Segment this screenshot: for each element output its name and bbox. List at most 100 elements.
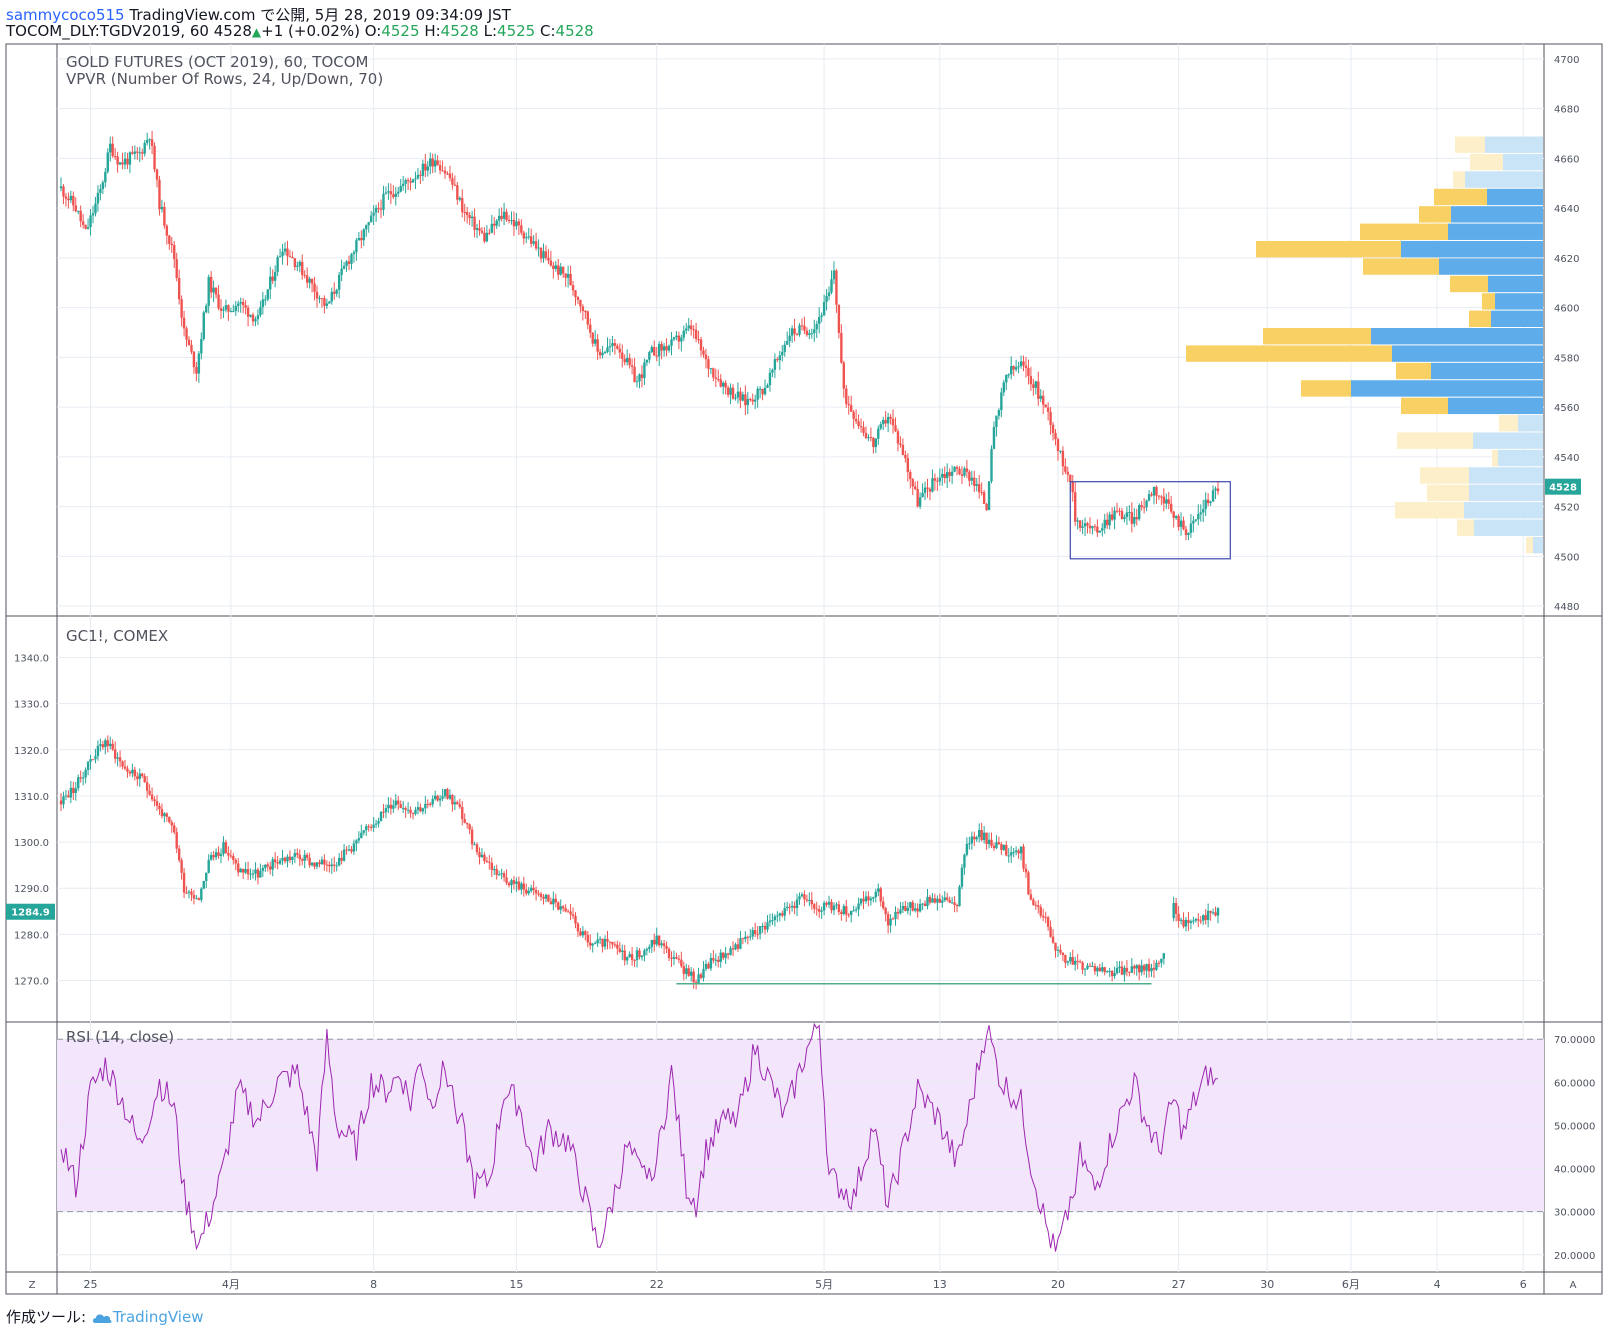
tocom-candle: [1037, 381, 1040, 399]
comex-candle: [813, 904, 816, 909]
comex-candle: [990, 839, 993, 846]
tocom-candle: [532, 241, 535, 244]
tocom-candle: [350, 254, 353, 264]
vpvr-down-bar: [1263, 328, 1371, 345]
vpvr-up-bar: [1495, 293, 1543, 310]
comex-candle: [269, 866, 272, 870]
comex-candle: [783, 908, 786, 916]
tocom-candle: [414, 178, 417, 180]
tocom-candle: [1108, 514, 1111, 526]
tocom-candle: [478, 228, 481, 231]
tocom-candle: [529, 236, 533, 244]
tocom-candle: [1091, 526, 1094, 529]
chart-area[interactable]: 25 4月 8 15 22 5月 13 20 27 30 6月 4 6 Z A 4480 4500 4520 454…: [0, 0, 1603, 1300]
comex-candle: [982, 832, 986, 841]
username-link[interactable]: sammycoco515: [6, 6, 125, 24]
comex-candle: [603, 938, 607, 947]
comex-candle: [143, 776, 146, 783]
tocom-candle: [741, 394, 745, 401]
time-axis-right-button: A: [1570, 1280, 1577, 1291]
comex-candle: [702, 969, 705, 978]
tocom-candle: [209, 276, 213, 293]
y-tick-label: 20.0000: [1554, 1251, 1595, 1262]
tocom-candle: [525, 237, 528, 239]
comex-candle: [621, 950, 624, 952]
comex-candle: [1093, 966, 1097, 972]
tocom-candle: [596, 339, 599, 352]
comex-candle: [1074, 960, 1077, 965]
comex-candle: [136, 776, 139, 780]
tocom-candle: [625, 357, 629, 363]
comex-candle: [409, 809, 412, 814]
comex-candle: [606, 938, 609, 942]
comex-candle: [648, 946, 651, 949]
comex-candle: [1110, 970, 1114, 977]
tocom-candle: [337, 274, 341, 290]
tocom-candle: [682, 330, 686, 338]
tocom-candle: [269, 276, 272, 290]
tocom-candle: [739, 391, 742, 401]
comex-candle: [433, 795, 437, 800]
comex-candle: [94, 756, 97, 760]
tocom-candle: [187, 339, 191, 345]
comex-candle: [1125, 967, 1129, 972]
tocom-candle: [249, 314, 252, 317]
comex-candle: [510, 880, 513, 886]
tocom-candle: [367, 222, 370, 226]
tocom-candle: [591, 332, 594, 344]
comex-candle: [1184, 919, 1188, 927]
tocom-candle: [554, 265, 557, 269]
comex-candle: [478, 852, 481, 858]
comex-candle: [69, 787, 73, 798]
tocom-candle: [173, 245, 176, 260]
comex-candle: [830, 901, 833, 911]
tocom-candle: [116, 156, 119, 165]
comex-candle: [928, 896, 932, 903]
comex-candle: [461, 807, 464, 819]
tocom-candle: [729, 387, 732, 395]
comex-candle: [766, 922, 769, 930]
tocom-candle: [475, 228, 479, 230]
comex-candle: [278, 860, 282, 864]
tocom-candle: [886, 416, 890, 424]
comex-candle: [638, 950, 641, 958]
comex-candle: [953, 902, 956, 905]
comex-candle: [153, 799, 156, 802]
comex-candle: [549, 901, 553, 905]
tocom-candle: [1017, 366, 1020, 368]
x-tick-label: 25: [84, 1278, 98, 1291]
tocom-candle: [111, 143, 114, 157]
comex-candle: [404, 808, 407, 811]
comex-candle: [515, 881, 518, 884]
comex-candle: [219, 853, 223, 856]
tocom-candle: [827, 292, 831, 296]
comex-candle: [889, 918, 892, 926]
comex-candle: [778, 913, 782, 916]
comex-candle: [298, 854, 301, 860]
tocom-candle: [419, 174, 422, 176]
tocom-candle: [305, 275, 309, 283]
comex-candle: [589, 942, 592, 946]
comex-candle: [712, 958, 715, 961]
comex-candle: [936, 898, 939, 903]
tocom-candle: [997, 410, 1001, 416]
tocom-candle: [150, 139, 154, 146]
y-tick-label: 4520: [1554, 503, 1579, 514]
footer-brand[interactable]: TradingView: [112, 1308, 204, 1326]
comex-candle: [992, 845, 996, 849]
tocom-candle: [803, 325, 806, 331]
comex-candle: [446, 789, 449, 799]
comex-candle: [635, 950, 639, 961]
tocom-candle: [352, 252, 356, 255]
comex-candle: [561, 906, 565, 909]
comex-candle: [633, 959, 636, 961]
comex-candle: [205, 872, 208, 881]
comex-candle: [251, 873, 255, 875]
comex-candle: [926, 896, 929, 907]
tocom-candle: [461, 197, 464, 213]
vpvr-down-bar: [1420, 467, 1469, 484]
comex-candle: [785, 906, 789, 909]
tocom-candle: [1059, 450, 1062, 452]
tocom-candle: [559, 266, 562, 275]
vpvr-up-bar: [1474, 519, 1543, 536]
